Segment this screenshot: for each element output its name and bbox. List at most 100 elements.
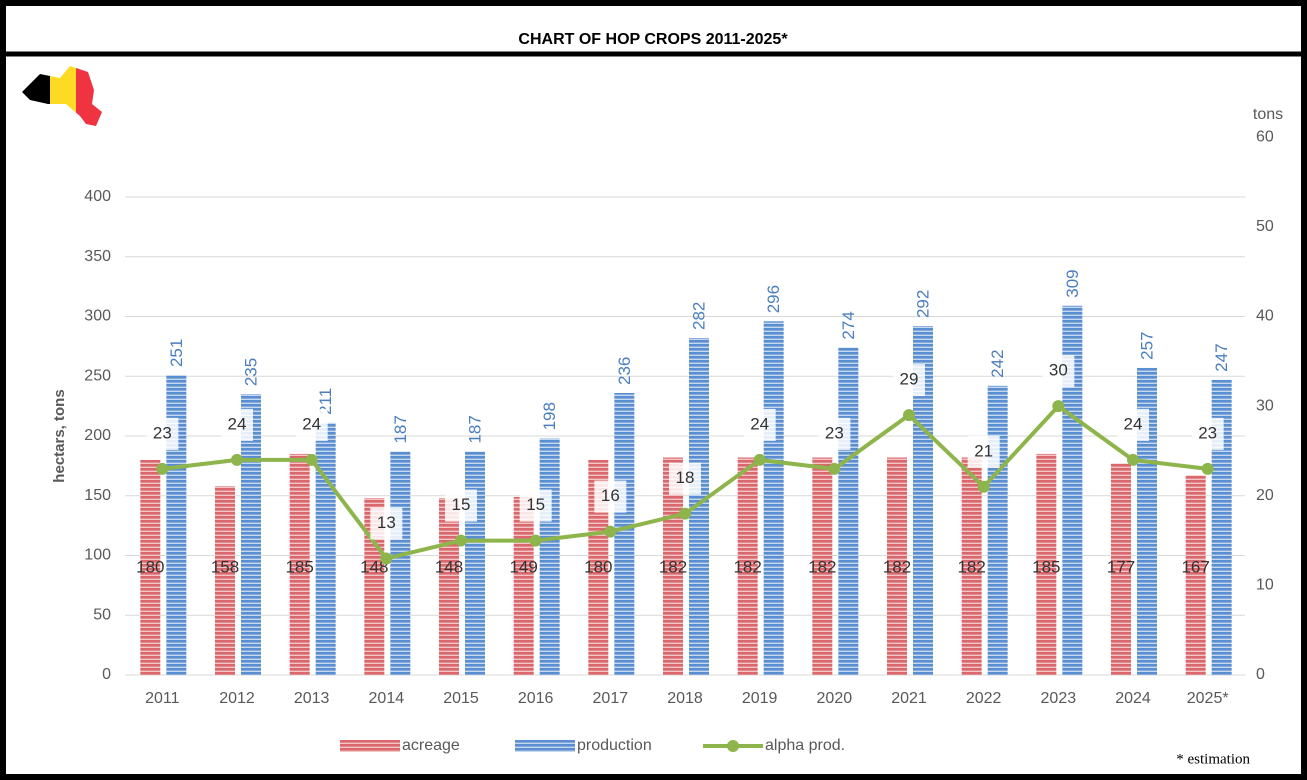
data-label: 21 [974,441,993,460]
data-label: 148 [360,557,388,576]
line-point [529,534,542,547]
y-tick-label: 100 [84,547,111,564]
data-label: 24 [750,414,769,433]
bar [614,392,635,675]
bar [215,486,235,675]
data-label: 185 [285,557,313,576]
x-tick-label: 2024 [1115,690,1151,707]
data-label: 15 [452,495,471,514]
x-tick-label: 2013 [294,690,330,707]
bar [439,498,459,675]
y2-tick-label: 50 [1256,218,1274,235]
label-box [893,364,925,397]
legend-label: alpha prod. [765,737,845,754]
bar [737,457,758,675]
line-point [679,507,691,520]
x-tick-label: 2012 [219,690,255,707]
bar [812,457,833,675]
line-point [156,462,169,475]
data-label: 182 [808,557,836,576]
x-tick-label: 2021 [891,690,927,707]
bar [289,453,310,675]
bar [1185,475,1206,675]
data-label: 309 [1063,269,1082,297]
data-label: 167 [1181,557,1209,576]
data-label: 282 [689,302,708,330]
label-box [519,489,552,522]
line-point [1201,462,1214,475]
line-point [1127,453,1139,466]
data-label: 235 [241,358,260,386]
label-box [669,462,701,495]
bar [588,459,609,675]
bar [887,457,907,675]
bar [838,347,859,675]
data-label: 180 [136,557,164,576]
y-tick-label: 300 [84,308,111,325]
data-label: 236 [615,357,634,385]
legend-label: acreage [402,737,460,754]
data-label: 251 [167,339,186,367]
y2-axis-label: tons [1253,106,1283,123]
y-tick-label: 250 [84,367,111,384]
data-label: 182 [659,557,687,576]
x-tick-label: 2014 [369,690,405,707]
x-tick-label: 2011 [145,690,180,707]
x-tick-label: 2015 [443,690,479,707]
data-label: 23 [825,423,844,442]
bar [1211,379,1232,675]
bar [1036,453,1057,675]
y2-tick-label: 20 [1256,487,1274,504]
data-label: 13 [377,513,396,532]
data-label: 257 [1137,332,1156,360]
y2-tick-label: 40 [1256,308,1274,325]
data-label: 24 [1124,414,1143,433]
y-tick-label: 350 [84,248,111,265]
data-label: 242 [988,349,1007,377]
data-label: 180 [584,557,612,576]
label-box [1117,408,1149,441]
data-label: 148 [435,557,463,576]
data-label: 182 [733,557,761,576]
bar [1137,367,1157,675]
bar [166,375,187,675]
bar [1111,463,1131,675]
bar [390,451,411,675]
bar [513,496,534,675]
line-point [380,552,393,565]
line-point [977,480,990,493]
data-label: 182 [883,557,911,576]
data-label: 23 [153,423,172,442]
line-point [828,462,841,475]
y2-tick-label: 10 [1256,577,1274,594]
label-box [818,417,851,450]
label-box [594,480,627,513]
label-box [1191,417,1224,450]
data-label: 177 [1107,557,1135,576]
y-tick-label: 200 [84,427,111,444]
line-point [604,525,617,538]
note: * estimation [1176,751,1250,767]
bar [987,385,1008,675]
data-label: 187 [465,415,484,443]
label-box [295,408,328,441]
bar [539,438,560,675]
legend-label: production [577,737,652,754]
y2-tick-label: 60 [1256,128,1274,145]
line-point [903,409,915,422]
data-label: 24 [228,414,247,433]
data-label: 292 [913,290,932,318]
data-label: 18 [676,468,695,487]
bar [689,338,709,675]
data-label: 29 [900,370,919,389]
y2-tick-label: 0 [1256,666,1265,683]
y-axis-label: hectars, tons [51,389,68,482]
y-tick-label: 50 [93,606,111,623]
legend-swatch [340,740,400,752]
bar [140,459,161,675]
label-box [370,507,403,540]
data-label: 274 [839,311,858,339]
bar [241,394,261,675]
